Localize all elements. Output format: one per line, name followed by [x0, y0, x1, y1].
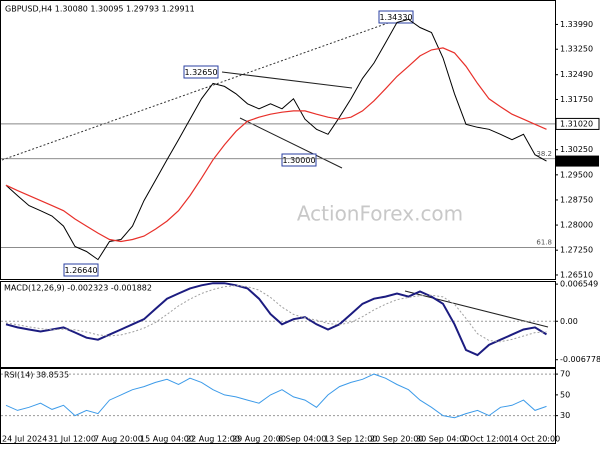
x-tick-label: 24 Jul 2024 [2, 435, 47, 444]
x-tick-label: 29 Aug 20:00 [232, 435, 286, 444]
series-line [5, 373, 547, 419]
annotation-frame [183, 65, 219, 79]
panel-title: RSI(14) 38.8535 [4, 371, 69, 380]
x-tick-label: 13 Sep 12:00 [324, 435, 377, 444]
trend-line [239, 117, 343, 169]
price-panel [0, 0, 556, 280]
x-tick-label: 15 Aug 04:00 [140, 435, 194, 444]
fib-label: 61.8 [536, 239, 552, 247]
y-tick-label: 1.33250 [560, 45, 593, 54]
y-tick-label: 50 [560, 390, 570, 399]
x-tick-label: 14 Oct 20:00 [508, 435, 560, 444]
annotation-frame [281, 153, 317, 167]
price-box [555, 117, 600, 130]
annotation-frame [63, 263, 99, 277]
rsi-panel [0, 368, 556, 444]
y-tick-label: 1.33990 [560, 20, 593, 29]
y-tick-label: 1.27250 [560, 246, 593, 255]
y-tick-label: 0.006549 [560, 280, 598, 289]
fib-label: 38.2 [536, 150, 552, 158]
x-tick-label: 30 Sep 04:00 [416, 435, 469, 444]
chart-title: GBPUSD,H4 1.30080 1.30095 1.29793 1.2991… [5, 5, 195, 14]
annotation: 1.26640 [64, 266, 97, 275]
y-tick-label: 1.29500 [560, 170, 593, 179]
y-tick-label: 1.31020 [560, 119, 593, 128]
series-line [5, 47, 547, 243]
y-tick-label: 70 [560, 370, 570, 379]
y-tick-label: 1.28000 [560, 221, 593, 230]
y-tick-label: 1.28750 [560, 195, 593, 204]
y-tick-label: 1.30250 [560, 145, 593, 154]
series-line [5, 18, 547, 261]
y-tick-label: 1.32490 [560, 70, 593, 79]
x-tick-label: 22 Aug 12:00 [186, 435, 240, 444]
annotation: 1.34330 [379, 13, 412, 22]
panel-title: MACD(12,26,9) -0.002323 -0.001882 [4, 284, 152, 293]
trend-line [221, 71, 353, 89]
watermark: ActionForex.com [297, 202, 463, 226]
x-tick-label: 31 Jul 12:00 [48, 435, 96, 444]
y-tick-label: 0.00 [560, 317, 578, 326]
y-tick-label: 1.31750 [560, 95, 593, 104]
macd-panel [0, 281, 556, 368]
x-tick-label: 7 Oct 12:00 [462, 435, 509, 444]
series-line [5, 282, 548, 357]
y-tick-label: 1.29911 [560, 157, 593, 166]
y-tick-label: 30 [560, 411, 570, 420]
y-tick-label: 1.26510 [560, 270, 593, 279]
trend-line [1, 16, 406, 161]
annotation: 1.30000 [282, 156, 315, 165]
x-tick-label: 7 Aug 20:00 [94, 435, 143, 444]
x-tick-label: 6 Sep 04:00 [278, 435, 326, 444]
y-tick-label: -0.006778 [560, 355, 600, 364]
price-box [556, 155, 599, 167]
annotation: 1.32650 [184, 68, 217, 77]
x-tick-label: 20 Sep 20:00 [370, 435, 423, 444]
trend-line [404, 290, 549, 328]
annotation-box: 1.34330 1.32650 1.30000 1.26640 [63, 10, 414, 277]
